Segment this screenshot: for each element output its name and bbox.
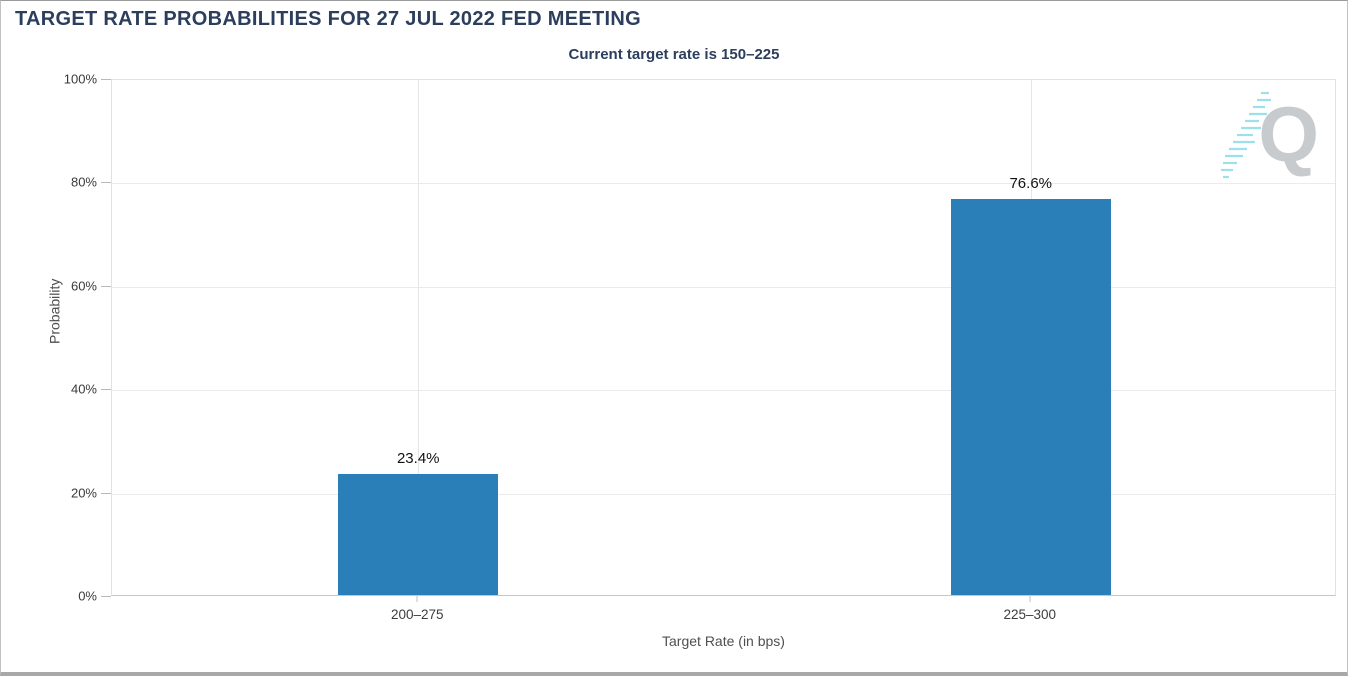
y-tick-label: 100% <box>63 71 97 87</box>
bar-200–275 <box>338 474 499 595</box>
y-tick-label: 20% <box>70 485 97 501</box>
y-tick-label: 40% <box>70 381 97 397</box>
y-tick-mark <box>101 79 111 80</box>
x-gridline <box>418 80 420 595</box>
bar-225–300 <box>950 198 1111 595</box>
y-gridline <box>112 493 1335 495</box>
y-tick-mark <box>101 182 111 184</box>
x-axis-title: Target Rate (in bps) <box>662 633 785 649</box>
x-tick-mark <box>1029 596 1031 602</box>
chart-title: TARGET RATE PROBABILITIES FOR 27 JUL 202… <box>15 8 641 30</box>
chart-subtitle: Current target rate is 150–225 <box>568 46 780 63</box>
y-axis-title: Probability <box>46 278 63 344</box>
bar-value-label: 23.4% <box>396 450 440 468</box>
y-gridline <box>112 390 1335 392</box>
x-tick-label: 225–300 <box>1003 607 1057 622</box>
y-tick-label: 60% <box>70 278 97 294</box>
y-axis-labels: 0% 20% 40% 60% 80% 100% <box>1 72 97 604</box>
y-tick-mark <box>101 596 111 597</box>
x-tick-mark <box>416 596 418 602</box>
x-tick-label: 200–275 <box>390 607 444 622</box>
y-tick-label: 80% <box>70 174 97 190</box>
y-tick-mark <box>101 285 111 287</box>
y-tick-label: 0% <box>78 588 97 604</box>
y-gridline <box>112 286 1335 288</box>
bar-value-label: 76.6% <box>1009 174 1053 192</box>
y-tick-mark <box>101 389 111 391</box>
plot-area: 23.4% 76.6% <box>111 79 1336 596</box>
y-gridline <box>112 183 1335 185</box>
x-axis-labels: 200–275 225–300 <box>111 596 1336 636</box>
y-tick-mark <box>101 492 111 494</box>
